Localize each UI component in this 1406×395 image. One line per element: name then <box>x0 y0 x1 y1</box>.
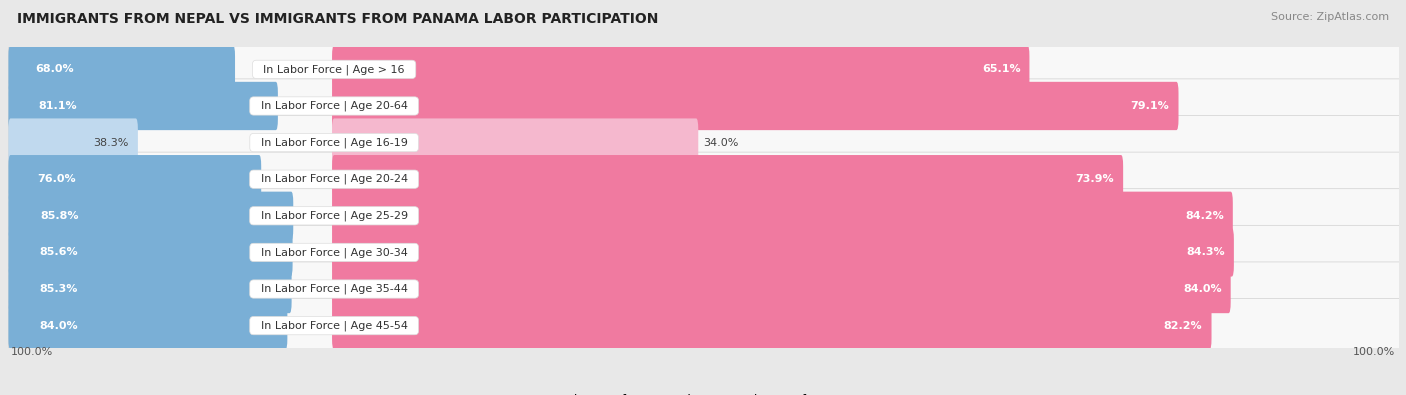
Text: 82.2%: 82.2% <box>1164 321 1202 331</box>
FancyBboxPatch shape <box>8 155 262 203</box>
FancyBboxPatch shape <box>8 189 1400 243</box>
Text: IMMIGRANTS FROM NEPAL VS IMMIGRANTS FROM PANAMA LABOR PARTICIPATION: IMMIGRANTS FROM NEPAL VS IMMIGRANTS FROM… <box>17 12 658 26</box>
Text: 85.6%: 85.6% <box>39 247 79 258</box>
Text: 34.0%: 34.0% <box>703 137 738 148</box>
Text: 65.1%: 65.1% <box>981 64 1021 74</box>
Text: In Labor Force | Age 35-44: In Labor Force | Age 35-44 <box>253 284 415 294</box>
Text: In Labor Force | Age 16-19: In Labor Force | Age 16-19 <box>253 137 415 148</box>
FancyBboxPatch shape <box>8 265 291 313</box>
Text: In Labor Force | Age 45-54: In Labor Force | Age 45-54 <box>253 320 415 331</box>
FancyBboxPatch shape <box>8 42 1400 96</box>
FancyBboxPatch shape <box>332 45 1029 94</box>
Text: 85.8%: 85.8% <box>39 211 79 221</box>
Text: In Labor Force | Age > 16: In Labor Force | Age > 16 <box>256 64 412 75</box>
Text: 85.3%: 85.3% <box>39 284 79 294</box>
Text: 84.3%: 84.3% <box>1187 247 1225 258</box>
FancyBboxPatch shape <box>8 152 1400 206</box>
FancyBboxPatch shape <box>8 192 294 240</box>
FancyBboxPatch shape <box>332 118 699 167</box>
FancyBboxPatch shape <box>332 82 1178 130</box>
FancyBboxPatch shape <box>8 118 138 167</box>
FancyBboxPatch shape <box>332 265 1230 313</box>
FancyBboxPatch shape <box>8 82 278 130</box>
FancyBboxPatch shape <box>8 262 1400 316</box>
Text: 81.1%: 81.1% <box>39 101 77 111</box>
Text: 84.2%: 84.2% <box>1185 211 1223 221</box>
FancyBboxPatch shape <box>332 192 1233 240</box>
Text: 84.0%: 84.0% <box>1182 284 1222 294</box>
FancyBboxPatch shape <box>8 115 1400 170</box>
Text: 68.0%: 68.0% <box>35 64 75 74</box>
FancyBboxPatch shape <box>332 228 1234 276</box>
Text: Source: ZipAtlas.com: Source: ZipAtlas.com <box>1271 12 1389 22</box>
FancyBboxPatch shape <box>8 228 292 276</box>
Text: 38.3%: 38.3% <box>93 137 129 148</box>
Text: In Labor Force | Age 20-64: In Labor Force | Age 20-64 <box>253 101 415 111</box>
Text: 100.0%: 100.0% <box>1353 347 1396 357</box>
FancyBboxPatch shape <box>8 225 1400 280</box>
Text: 76.0%: 76.0% <box>38 174 76 184</box>
Text: In Labor Force | Age 20-24: In Labor Force | Age 20-24 <box>253 174 415 184</box>
Text: 79.1%: 79.1% <box>1130 101 1170 111</box>
FancyBboxPatch shape <box>8 299 1400 353</box>
Text: In Labor Force | Age 25-29: In Labor Force | Age 25-29 <box>253 211 415 221</box>
Text: 100.0%: 100.0% <box>10 347 53 357</box>
FancyBboxPatch shape <box>332 155 1123 203</box>
Legend: Immigrants from Nepal, Immigrants from Panama: Immigrants from Nepal, Immigrants from P… <box>522 394 884 395</box>
FancyBboxPatch shape <box>8 45 235 94</box>
FancyBboxPatch shape <box>332 301 1212 350</box>
FancyBboxPatch shape <box>8 301 287 350</box>
Text: 73.9%: 73.9% <box>1076 174 1114 184</box>
Text: In Labor Force | Age 30-34: In Labor Force | Age 30-34 <box>253 247 415 258</box>
FancyBboxPatch shape <box>8 79 1400 133</box>
Text: 84.0%: 84.0% <box>39 321 79 331</box>
